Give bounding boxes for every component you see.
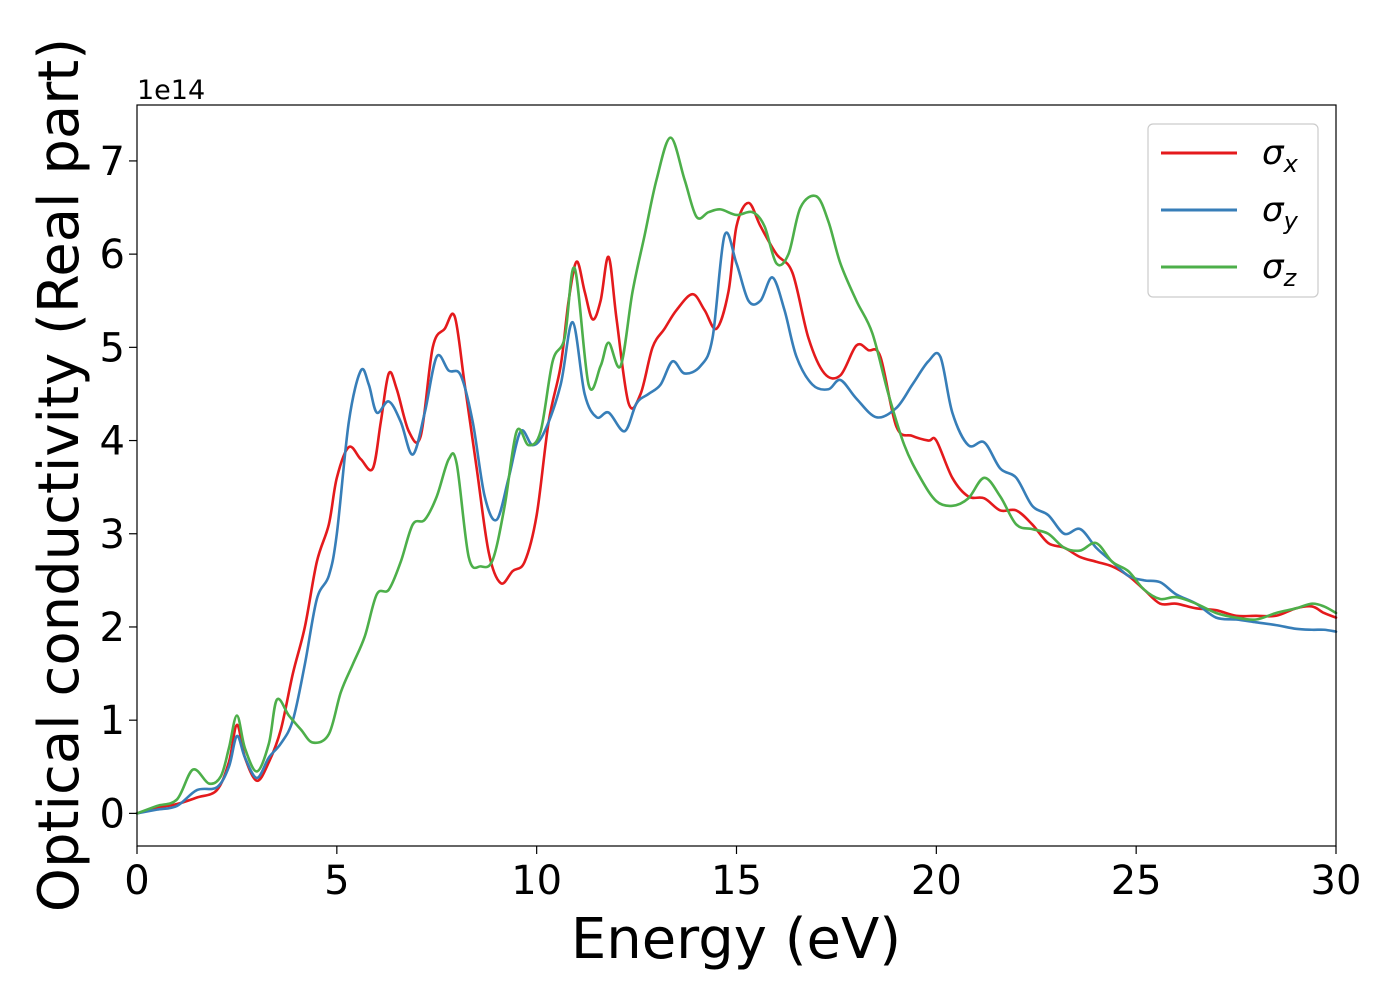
y-tick-label: 1	[100, 698, 125, 744]
y-axis-title: Optical conductivity (Real part)	[27, 38, 92, 912]
x-tick-label: 15	[711, 858, 762, 904]
x-tick-label: 20	[911, 858, 962, 904]
series-line-sigma-z	[135, 136, 1338, 815]
x-axis: 0 5 10 15 20 25 30	[124, 846, 1361, 904]
y-tick-label: 0	[100, 791, 125, 837]
legend-label-sigma-x: σx	[1262, 133, 1299, 178]
x-tick-label: 0	[124, 858, 149, 904]
y-tick-label: 4	[100, 419, 125, 465]
legend-label-sigma-y: σy	[1262, 190, 1299, 235]
y-tick-label: 7	[100, 139, 125, 185]
y-tick-label: 6	[100, 232, 125, 278]
legend: σx σy σz	[1147, 123, 1319, 298]
legend-label-sigma-z: σz	[1262, 247, 1298, 292]
y-axis: 0 1 2 3 4 5 6 7	[100, 139, 137, 837]
y-tick-label: 2	[100, 605, 125, 651]
x-axis-title: Energy (eV)	[571, 907, 901, 972]
x-tick-label: 5	[324, 858, 349, 904]
plot-lines	[135, 136, 1338, 815]
series-line-sigma-y	[135, 231, 1338, 815]
y-tick-label: 3	[100, 512, 125, 558]
x-tick-label: 25	[1111, 858, 1162, 904]
x-tick-label: 10	[511, 858, 562, 904]
y-offset-label: 1e14	[137, 75, 205, 106]
x-tick-label: 30	[1311, 858, 1362, 904]
y-tick-label: 5	[100, 325, 125, 371]
series-line-sigma-x	[135, 201, 1338, 815]
